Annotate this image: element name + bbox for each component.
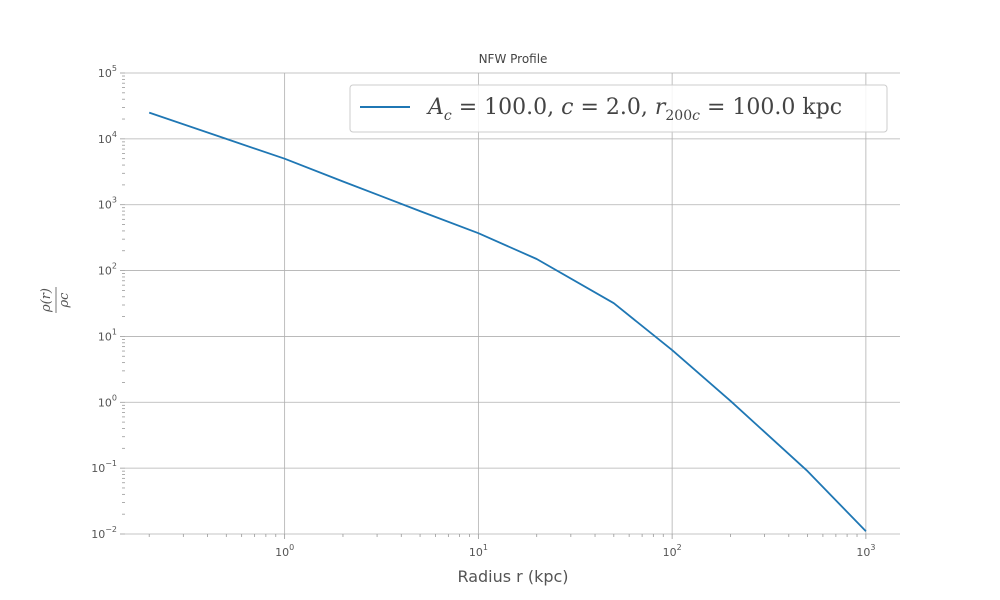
y-tick-label: 102	[98, 262, 117, 278]
chart-title: NFW Profile	[479, 52, 548, 66]
x-tick-label: 103	[856, 543, 875, 559]
y-tick-label: 100	[98, 393, 117, 409]
y-axis-label-numerator: ρ(r)	[39, 288, 54, 313]
y-tick-label: 10−1	[91, 459, 117, 475]
legend: Ac = 100.0, c = 2.0, r200c = 100.0 kpc	[349, 84, 888, 133]
series-line	[148, 111, 867, 532]
x-tick-label: 102	[663, 543, 682, 559]
x-tick-label: 100	[275, 543, 294, 559]
y-axis-label-denominator: ρc	[57, 292, 72, 309]
y-tick-label: 103	[98, 196, 117, 212]
x-axis-label: Radius r (kpc)	[457, 567, 568, 586]
x-tick-label: 101	[469, 543, 488, 559]
grid	[125, 72, 900, 535]
axes	[120, 72, 867, 539]
y-tick-label: 10−2	[91, 525, 117, 541]
legend-entry: Ac = 100.0, c = 2.0, r200c = 100.0 kpc	[426, 95, 842, 124]
y-tick-label: 105	[98, 64, 117, 80]
y-tick-label: 101	[98, 327, 117, 343]
tick-labels: 100 101 102 103 10−2 10−1 100 101 102 103 104 105	[91, 64, 875, 559]
y-tick-label: 104	[98, 130, 117, 146]
y-axis-label: ρ(r) ρc	[39, 287, 72, 313]
legend-box	[349, 84, 888, 133]
series-layer	[148, 111, 867, 532]
